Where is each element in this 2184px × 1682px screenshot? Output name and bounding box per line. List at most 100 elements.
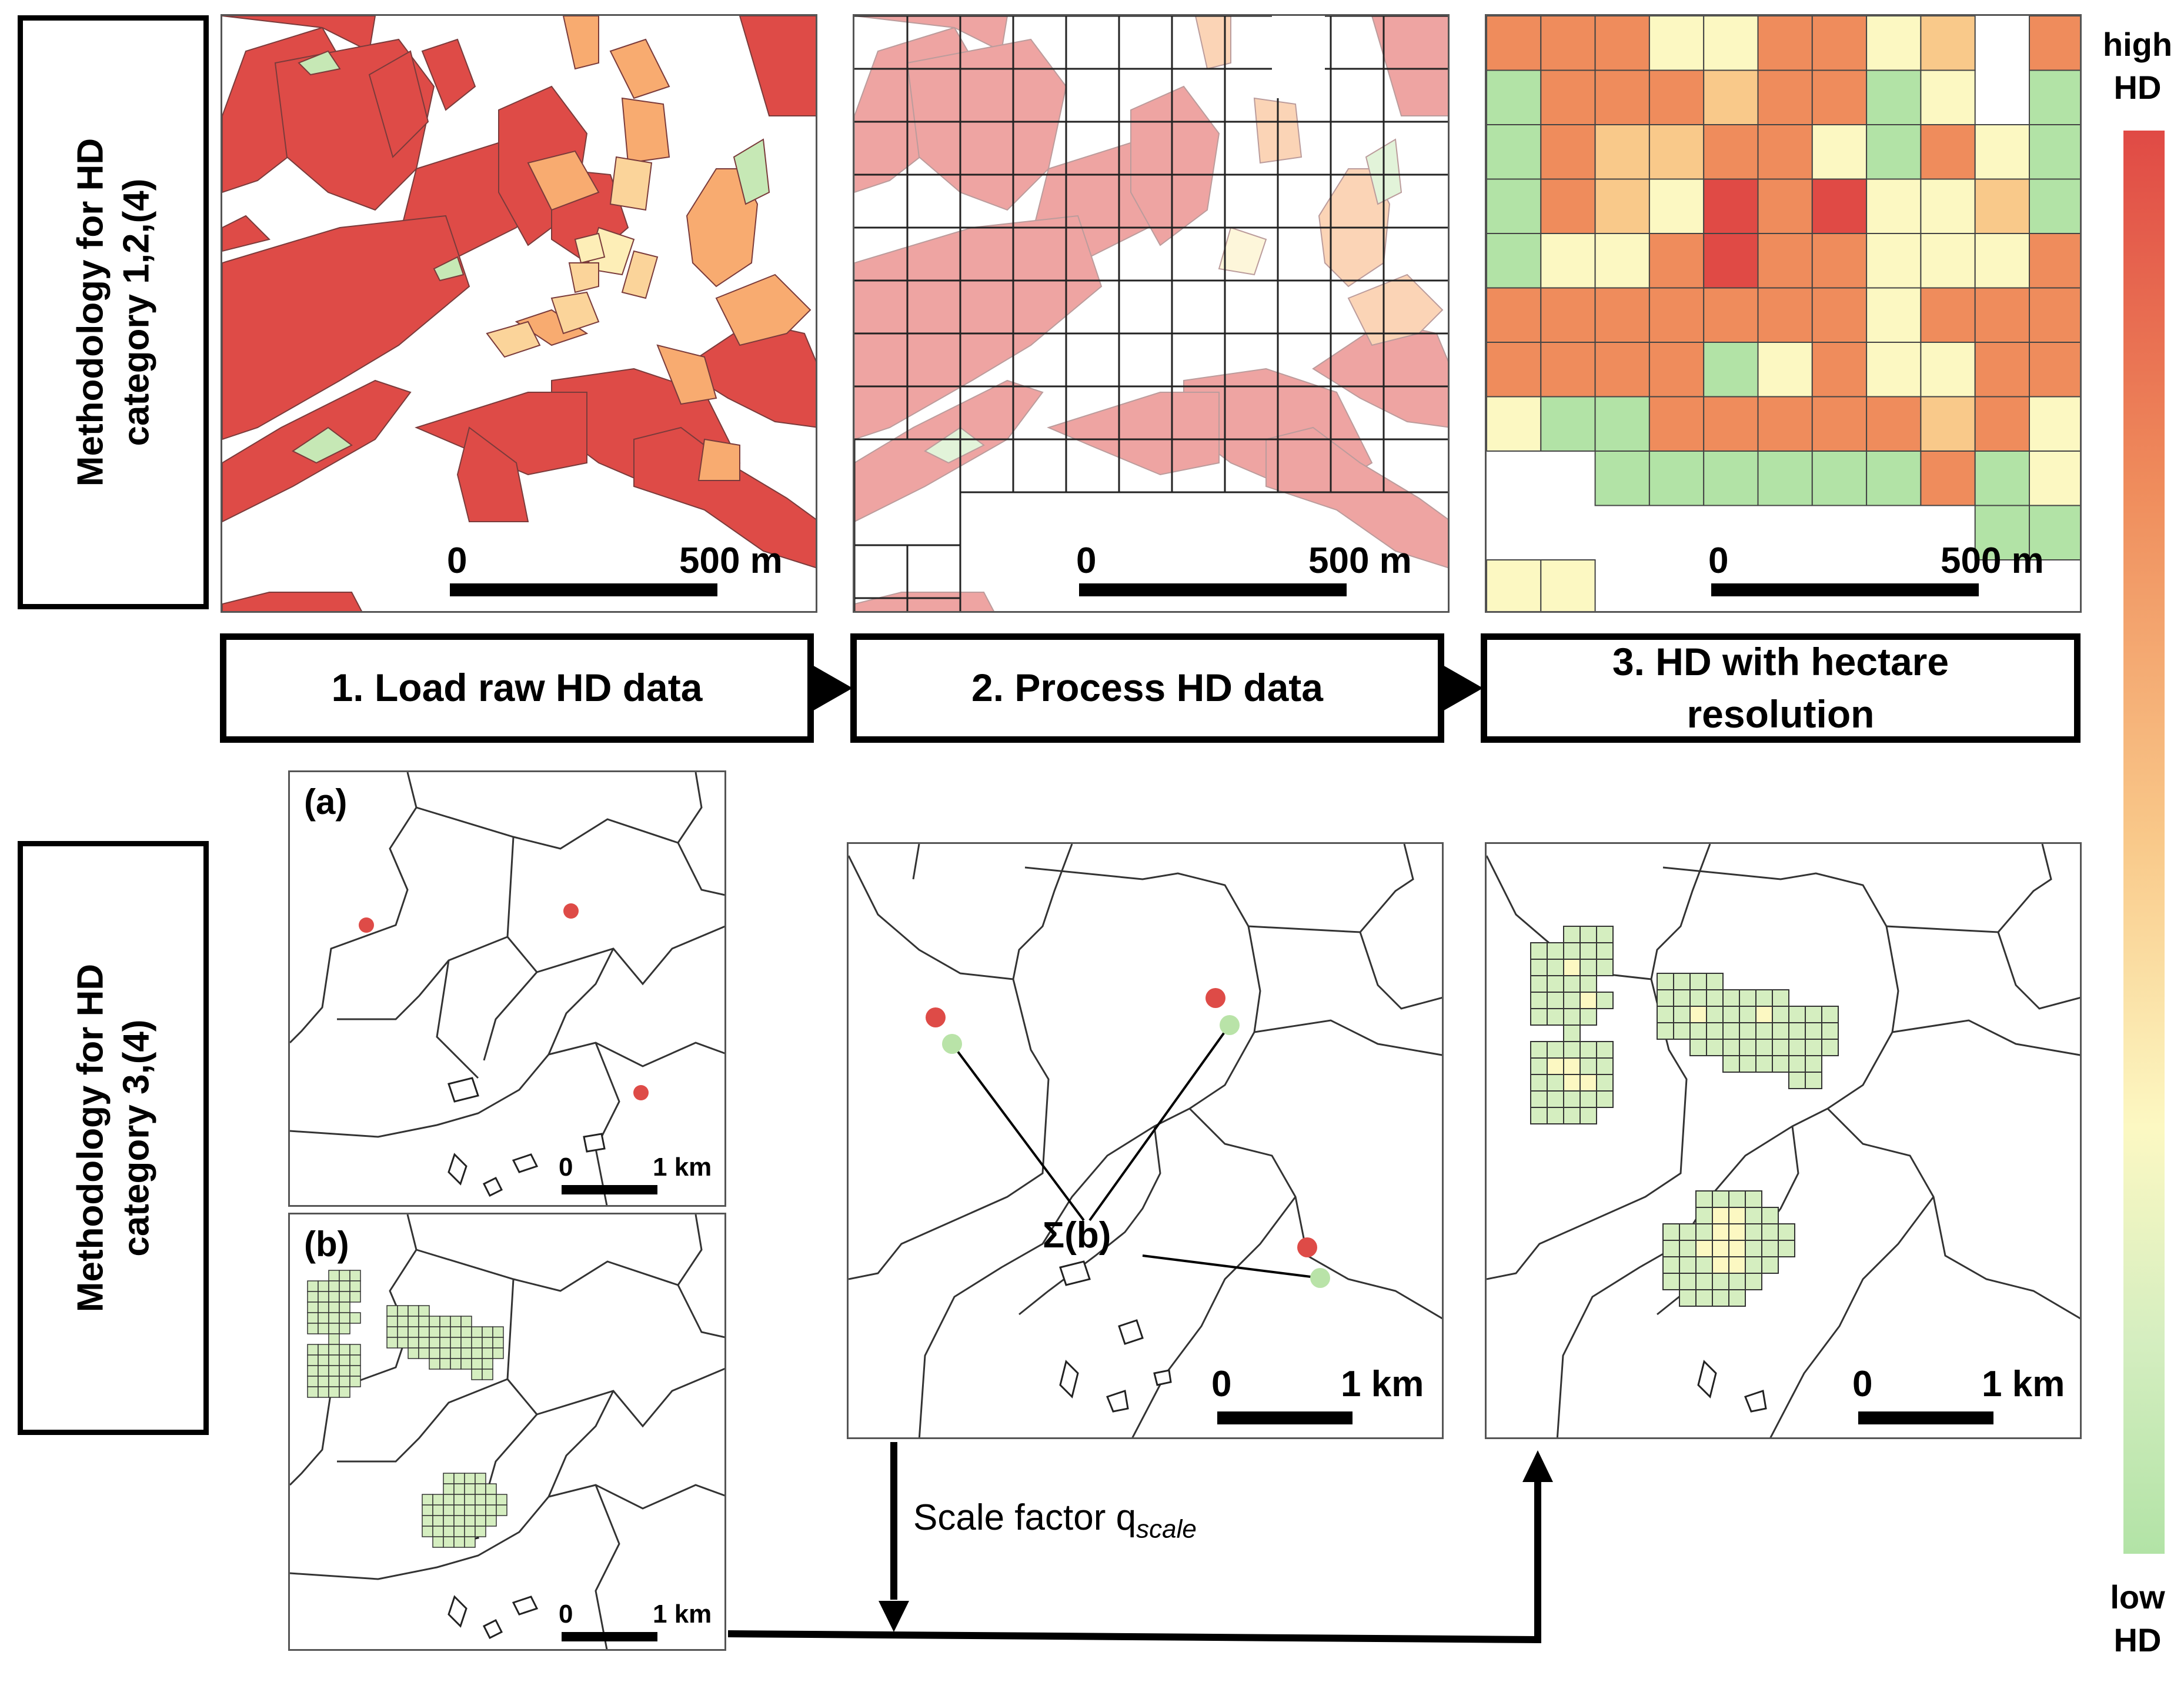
heatmap-cell [2029,505,2080,560]
map-panel-processed-hd [853,14,1450,613]
grid-cell [1689,1039,1707,1056]
heatmap-cell [1487,342,1542,398]
raw-point [1205,988,1225,1008]
row-label-bottom: Methodology for HD category 3,(4) [18,841,209,1435]
grid-cell [1772,1055,1789,1073]
grid-cell [1579,1107,1597,1124]
heatmap-cell [1974,233,2031,289]
heatmap-cell [1920,450,1976,506]
scale-factor-label: Scale factor qscale [913,1497,1197,1544]
heatmap-cell [2029,16,2080,71]
grid-cell [1761,1240,1779,1257]
scalebar-start-label: 0 [559,1600,573,1628]
scalebar-start-label: 0 [447,540,467,581]
heatmap-cell [1703,233,1759,289]
grid-cell [1689,1022,1707,1040]
scalebar-end-label: 1 km [653,1600,712,1628]
step-arrow-1-2 [812,665,853,712]
heatmap-cell [1540,233,1596,289]
grid-cell [1772,1006,1789,1023]
scalebar-start-label: 0 [1211,1364,1232,1404]
summed-point [942,1034,962,1054]
heatmap-cell [1811,124,1868,180]
heatmap-cell [1757,287,1813,343]
grid-cell [1579,975,1597,993]
raw-point [1297,1237,1317,1257]
grid-cell [1596,992,1614,1009]
heatmap-cell [1487,287,1542,343]
aggregation-lines [951,1024,1321,1279]
heatmap-cell [1757,233,1813,289]
scalebar-panel-result: 0 1 km [1852,1363,2088,1428]
scalebar-line [1711,583,1979,596]
grid-cell [485,1515,497,1527]
heatmap-cell [1974,178,2031,234]
heatmap-cell [2029,342,2080,398]
heatmap-cell [1594,16,1650,71]
heatmap-cell [1540,396,1596,452]
heatmap-cell [1648,233,1705,289]
heatmap-cell [1974,450,2031,506]
scalebar-panel3: 0 500 m [1708,540,2061,605]
raw-point [926,1007,946,1027]
map-panel-hectare-hd [1485,14,2082,613]
heatmap-cell [1920,69,1976,125]
heatmap-cell [1757,124,1813,180]
heatmap-cell [1974,505,2031,560]
map-panel-raw-hd [221,14,817,613]
scalebar-end-label: 500 m [679,540,783,581]
map-panel-result [1485,842,2082,1439]
grid-cell [1805,1006,1822,1023]
panel-a-label: (a) [304,782,348,822]
scalebar-panel1: 0 500 m [447,540,800,605]
grid-cell [1728,1240,1746,1257]
grid-cell [339,1386,350,1398]
grid-cell [464,1536,476,1548]
scalebar-start-label: 0 [1708,540,1729,581]
heatmap-cell [1920,287,1976,343]
heatmap-cell [1703,450,1759,506]
scale-factor-text: Scale factor q [913,1497,1137,1538]
step-1-box: 1. Load raw HD data [220,633,814,743]
heatmap-cell [1920,178,1976,234]
step-3-label: 3. HD with hectare resolution [1612,639,1949,736]
scalebar-start-label: 0 [1076,540,1097,581]
grid-cell [1745,1256,1762,1274]
scalebar-start-label: 0 [1852,1364,1873,1404]
grid-cell [1596,1090,1614,1108]
heatmap-cell [1974,124,2031,180]
grid-cell [1745,1273,1762,1290]
heatmap-cell [1648,16,1705,71]
heatmap-cell [1920,16,1976,71]
grid-cell [1679,1223,1697,1241]
scale-factor-arrow-head [879,1601,909,1632]
scalebar-line [450,583,717,596]
heatmap-cell [1487,69,1542,125]
heatmap-cell [1811,287,1868,343]
grid-cell [1755,1055,1773,1073]
scalebar-end-label: 1 km [653,1153,712,1182]
heatmap-cell [1594,342,1650,398]
scalebar-start-label: 0 [559,1153,573,1182]
heatmap-cell [2029,287,2080,343]
grid-cell [1695,1207,1713,1224]
row-label-top: Methodology for HD category 1,2,(4) [18,15,209,609]
heatmap-cell [1866,233,1922,289]
heatmap-cell [2029,396,2080,452]
grid-cell [1579,959,1597,976]
grid-cell [349,1291,361,1303]
grid-cell [339,1323,350,1334]
grid-cell [1805,1072,1822,1089]
grid-cell [1695,1289,1713,1307]
heatmap-cell [1920,124,1976,180]
grid-cell [1761,1256,1779,1274]
heatmap-cell [1866,124,1922,180]
heatmap-cell [1757,178,1813,234]
scalebar-panel-aggregation: 0 1 km [1211,1363,1447,1428]
grid-cell [1722,1039,1740,1056]
map-panel-a-points: (a) [288,770,726,1207]
heatmap-cell [1487,396,1542,452]
grid-cell [1788,1055,1806,1073]
step-2-box: 2. Process HD data [850,633,1444,743]
